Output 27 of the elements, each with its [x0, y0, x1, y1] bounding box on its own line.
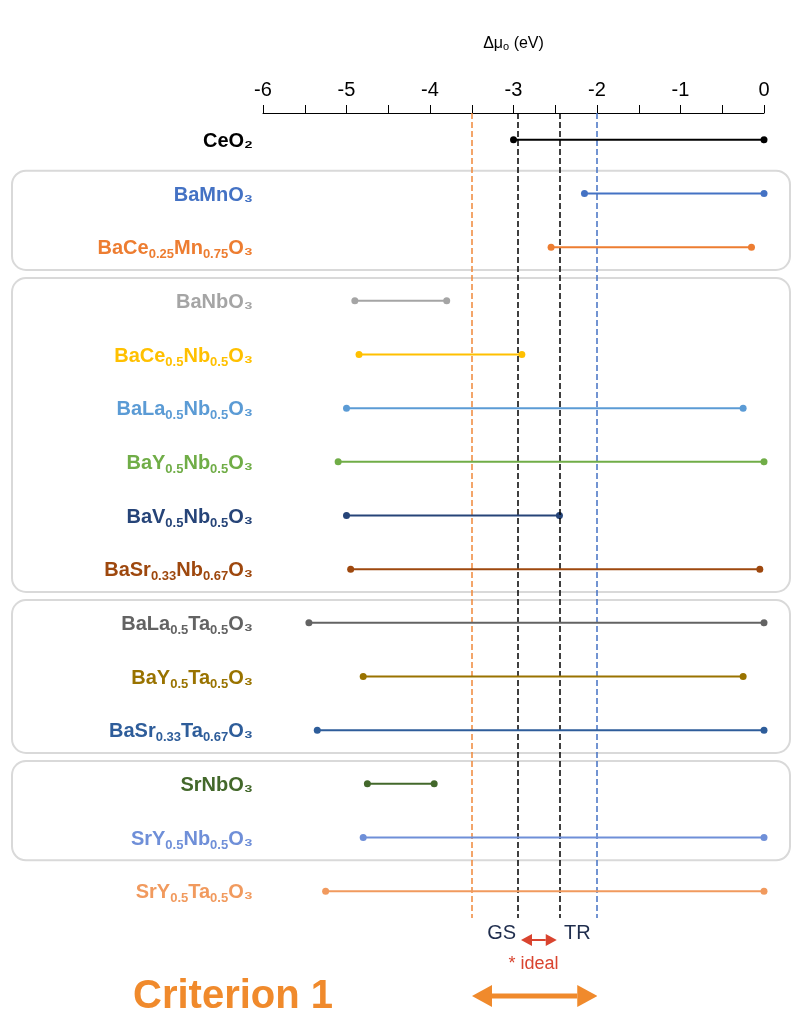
y-tick-label: BaMnO₃: [173, 182, 253, 205]
x-tick-label: -3: [504, 78, 523, 100]
y-tick-label: BaSr$_{0.33}$Ta$_{0.67}$O₃: [109, 719, 253, 745]
y-tick-label: CeO₂: [202, 128, 253, 151]
y-tick-label: BaCe$_{0.25}$Mn$_{0.75}$O₃: [97, 236, 253, 262]
y-tick-label: BaCe$_{0.5}$Nb$_{0.5}$O₃: [114, 343, 253, 369]
y-tick-label: BaSr$_{0.33}$Nb$_{0.67}$O₃: [104, 558, 253, 584]
x-axis-title: Δμo (eV): [483, 34, 544, 52]
x-tick-label: 0: [758, 78, 770, 100]
y-tick-label: SrY$_{0.5}$Nb$_{0.5}$O₃: [130, 826, 253, 852]
x-tick-label: -4: [421, 78, 439, 100]
y-tick-label: BaY$_{0.5}$Nb$_{0.5}$O₃: [126, 450, 253, 476]
y-tick-label: BaY$_{0.5}$Ta$_{0.5}$O₃: [131, 665, 253, 691]
x-tick-label: -5: [337, 78, 356, 100]
ref-line-label: GS: [487, 921, 517, 943]
x-tick-label: -1: [671, 78, 690, 100]
y-tick-label: BaLa$_{0.5}$Ta$_{0.5}$O₃: [121, 611, 253, 637]
y-tick-label: BaLa$_{0.5}$Nb$_{0.5}$O₃: [116, 397, 253, 423]
y-tick-label: SrY$_{0.5}$Ta$_{0.5}$O₃: [135, 880, 253, 906]
x-tick-label: -2: [588, 78, 606, 100]
y-tick-label: SrNbO₃: [180, 772, 253, 795]
text: Criterion 1: [133, 972, 334, 1016]
ref-line-label: TR: [564, 921, 591, 943]
y-tick-label: BaNbO₃: [175, 289, 253, 312]
x-tick-label: -6: [254, 78, 272, 100]
y-tick-label: BaV$_{0.5}$Nb$_{0.5}$O₃: [126, 504, 253, 530]
text: * ideal: [508, 953, 559, 973]
